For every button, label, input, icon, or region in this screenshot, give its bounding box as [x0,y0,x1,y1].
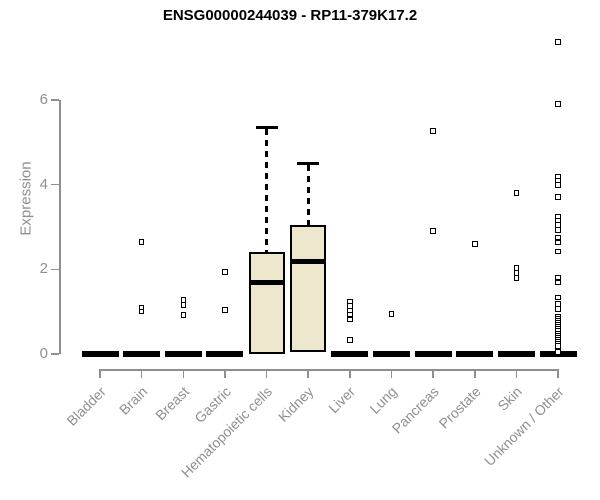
outlier-point [555,234,561,241]
outlier-point [430,228,436,234]
x-tick-label: Liver [325,383,359,417]
y-tick-label: 6 [39,91,48,109]
outlier-point [430,128,436,134]
zero-bar [206,351,244,357]
x-tick-label: Bladder [63,383,109,429]
y-tick-label: 2 [39,260,48,278]
outlier-point [555,349,561,355]
outlier-point [222,269,228,275]
outlier-point [388,311,395,317]
x-tick [307,370,309,378]
x-tick [265,370,268,378]
outlier-point [555,248,561,255]
x-tick [182,370,185,378]
outlier-point [555,101,561,107]
x-tick [474,370,476,378]
box [248,251,285,354]
chart-title: ENSG00000244039 - RP11-379K17.2 [162,7,418,24]
zero-bar [497,351,535,357]
outlier-point [138,239,145,245]
x-tick-label: Prostate [435,383,484,432]
zero-bar [414,351,452,357]
outlier-point [472,241,478,247]
outlier-point [555,227,561,233]
whisker-cap [297,161,320,165]
whisker-line [265,129,269,252]
x-tick [99,370,101,378]
zero-bar [164,351,202,357]
zero-bar [81,351,119,357]
zero-bar [331,351,369,357]
outlier-point [180,312,187,318]
outlier-point [513,190,520,196]
outlier-point [513,275,520,281]
x-tick-label: Kidney [275,383,317,425]
x-tick-label: Breast [152,383,192,424]
y-tick-label: 4 [39,175,48,193]
x-tick-label: Skin [494,383,526,414]
zero-bar [123,351,161,357]
x-tick [432,370,434,378]
outlier-point [555,301,561,307]
x-tick-label: Lung [366,383,401,417]
outlier-point [555,343,561,349]
outlier-point [180,302,187,308]
y-tick [51,353,59,355]
median-line [248,280,285,286]
median-line [290,258,327,264]
outlier-point [555,222,561,228]
outlier-point [555,306,561,312]
x-axis-line [99,369,559,371]
outlier-point [347,337,353,343]
zero-bar [372,351,410,357]
x-tick-label: Unknown / Other [481,383,567,469]
y-tick [51,183,59,186]
y-tick [51,268,59,271]
outlier-point [555,194,561,200]
outlier-point [180,297,187,303]
x-tick [349,370,351,378]
outlier-point [555,294,561,301]
y-axis-line [59,100,61,354]
zero-bar [456,351,494,357]
x-tick [515,370,518,378]
outlier-point [555,279,561,286]
outlier-point [555,39,561,45]
x-tick [557,370,559,378]
whisker-line [306,165,310,225]
x-tick [390,370,393,378]
outlier-point [347,316,353,323]
x-tick-label: Brain [115,383,151,418]
y-tick [51,99,59,101]
y-tick-label: 0 [39,345,48,362]
whisker-cap [255,125,278,129]
outlier-point [555,239,561,246]
outlier-point [513,265,520,271]
outlier-point [222,307,228,313]
x-tick [140,370,143,378]
x-tick [224,370,226,378]
outlier-point [555,182,561,188]
box [290,224,327,352]
outlier-point [138,308,145,315]
outlier-point [555,274,561,281]
